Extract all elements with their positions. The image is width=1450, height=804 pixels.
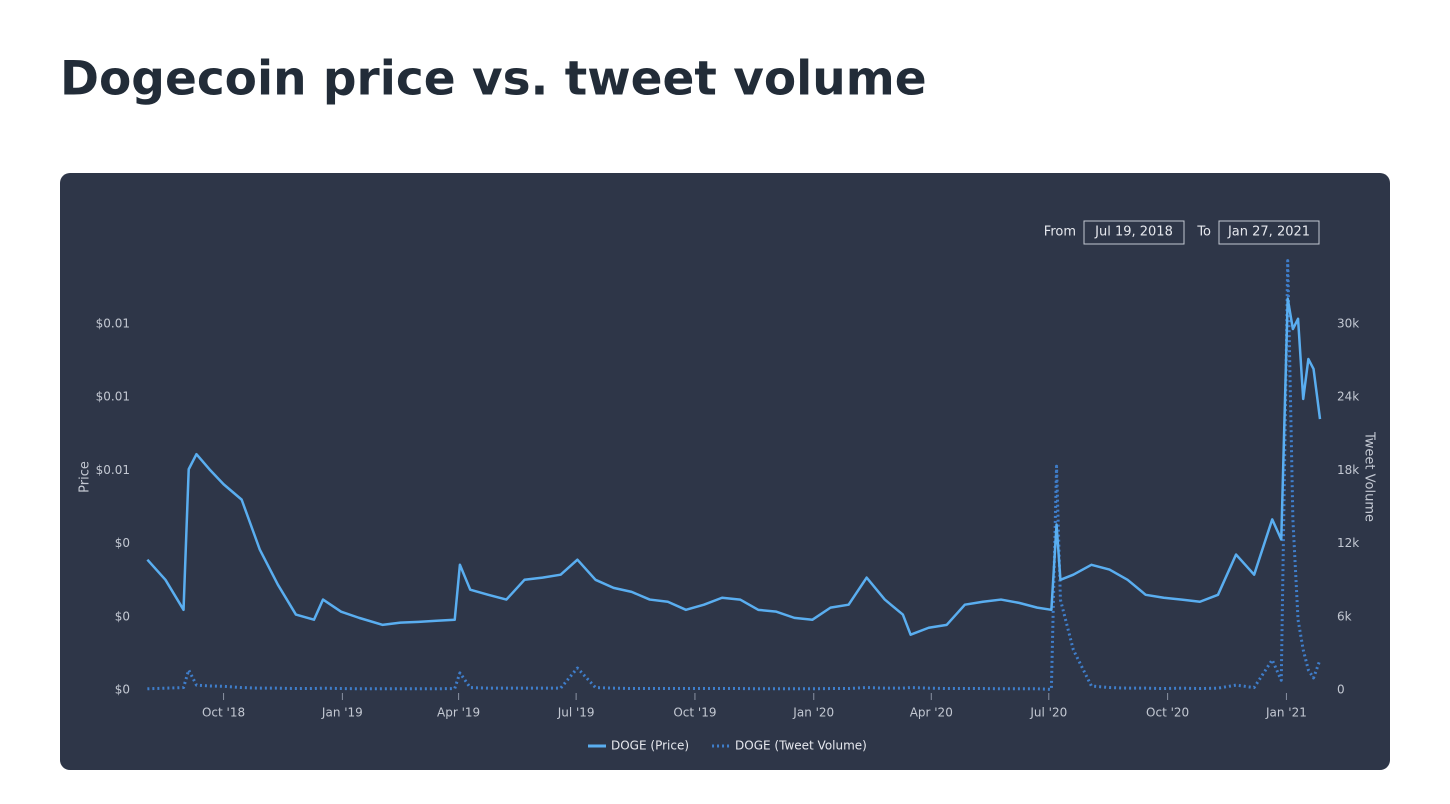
y2-tick-label: 0	[1337, 683, 1345, 697]
y-tick-label: $0	[115, 536, 130, 550]
x-tick-label: Oct '18	[202, 706, 245, 720]
y2-axis-label: Tweet Volume	[1362, 431, 1377, 522]
to-input[interactable]	[1218, 220, 1320, 245]
y-tick-label: $0.01	[96, 316, 130, 330]
x-tick-label: Oct '20	[1146, 706, 1189, 720]
y-tick-label: $0.01	[96, 463, 130, 477]
y-tick-label: $0	[115, 609, 130, 623]
y-tick-label: $0.01	[96, 390, 130, 404]
price-line	[146, 297, 1322, 636]
y2-tick-label: 12k	[1337, 536, 1359, 550]
x-tick-label: Oct '19	[673, 706, 716, 720]
to-date[interactable]: Jan 27, 2021	[1227, 225, 1310, 240]
x-tick-label: Jan '21	[1265, 706, 1307, 720]
y-axis-label: Price	[78, 461, 93, 493]
from-date[interactable]: Jul 19, 2018	[1094, 225, 1173, 240]
x-tick-label: Jul '19	[557, 706, 595, 720]
chart-card	[60, 173, 1390, 770]
tweet-line	[147, 259, 1322, 691]
from-input[interactable]	[1083, 220, 1185, 245]
y2-tick-label: 18k	[1337, 463, 1359, 477]
legend-label: DOGE (Price)	[611, 739, 689, 753]
to-label: To	[1196, 225, 1211, 240]
from-label: From	[1044, 225, 1076, 240]
x-tick-label: Jan '19	[321, 706, 363, 720]
y2-tick-label: 30k	[1337, 316, 1359, 330]
y2-tick-label: 24k	[1337, 390, 1359, 404]
x-tick-label: Jul '20	[1029, 706, 1067, 720]
x-tick-label: Apr '20	[910, 706, 953, 720]
x-tick-label: Jan '20	[792, 706, 834, 720]
legend-label: DOGE (Tweet Volume)	[735, 739, 867, 753]
x-tick-label: Apr '19	[437, 706, 480, 720]
y-tick-label: $0	[115, 683, 130, 697]
chart-title: Dogecoin price vs. tweet volume	[60, 52, 927, 107]
y2-tick-label: 6k	[1337, 609, 1352, 623]
